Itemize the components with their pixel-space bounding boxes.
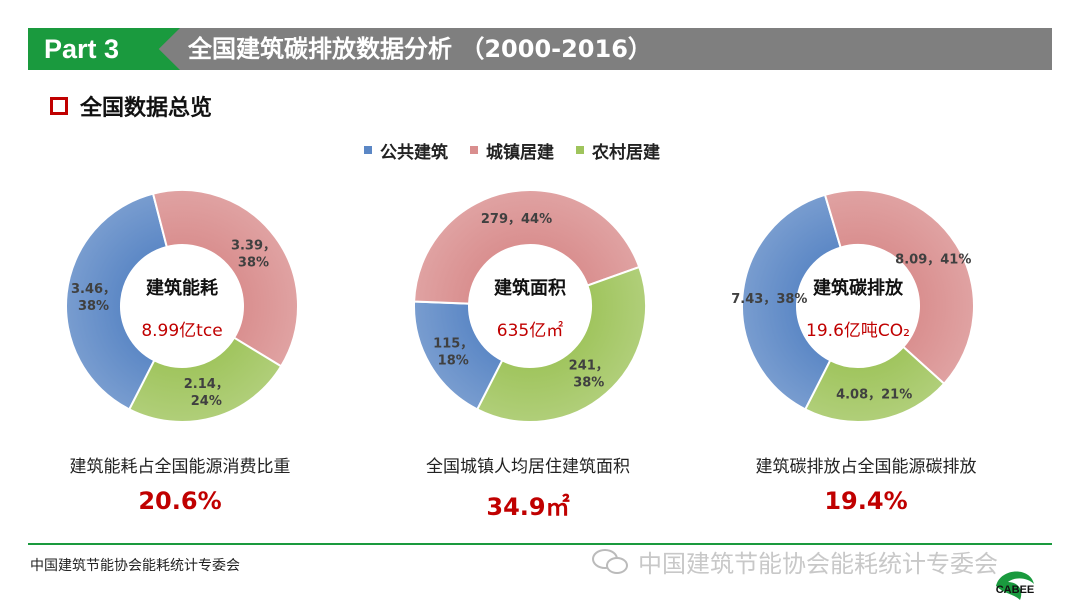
donut-area-svg: 115， 18% 279，44% 241， 38% 建筑面积 635亿㎡	[413, 189, 647, 423]
chart-legend: 公共建筑 城镇居建 农村居建	[364, 138, 660, 163]
slice-label-urban: 279，44%	[481, 212, 552, 227]
square-bullet-icon	[50, 97, 68, 115]
donut-energy-svg: 3.46， 38% 3.39， 38% 2.14， 24% 建筑能耗 8.99亿tce	[65, 189, 299, 423]
donut-center-value: 19.6亿吨CO₂	[806, 321, 910, 341]
slice-label-urban: 8.09，41%	[895, 253, 971, 268]
stat-energy-label: 建筑能耗占全国能源消费比重	[69, 457, 291, 477]
footer-organization: 中国建筑节能协会能耗统计专委会	[30, 558, 240, 574]
wechat-icon	[592, 547, 632, 577]
slice-label-public: 3.46， 38%	[71, 282, 116, 314]
slice-rural	[803, 345, 946, 423]
page-title: 全国建筑碳排放数据分析 （2000-2016）	[188, 35, 652, 63]
legend-label-rural: 农村居建	[592, 142, 660, 163]
donut-area: 115， 18% 279，44% 241， 38% 建筑面积 635亿㎡	[400, 176, 660, 436]
slice-urban	[823, 189, 975, 386]
stat-area-label: 全国城镇人均居住建筑面积	[426, 457, 630, 477]
donut-center-title: 建筑能耗	[146, 277, 218, 299]
slice-public	[741, 193, 842, 411]
donut-energy: 3.46， 38% 3.39， 38% 2.14， 24% 建筑能耗 8.99亿tce	[52, 176, 312, 436]
slice-label-rural: 241， 38%	[569, 358, 609, 390]
donut-center-value: 635亿㎡	[497, 321, 563, 341]
banner-part-tab	[28, 28, 180, 70]
slice-urban	[413, 189, 641, 305]
section-title: 全国数据总览	[80, 95, 213, 121]
part-label: Part 3	[44, 34, 120, 64]
banner-background	[28, 28, 1052, 70]
donut-center-title: 建筑面积	[494, 277, 566, 299]
slice-label-rural: 4.08，21%	[836, 388, 912, 403]
stat-carbon-value: 19.4%	[824, 487, 908, 515]
slice-urban	[151, 189, 299, 368]
cabee-logo: CABEE	[996, 571, 1035, 600]
donut-carbon: 7.43，38% 8.09，41% 4.08，21% 建筑碳排放 19.6亿吨CO₂	[728, 176, 988, 436]
stat-energy-value: 20.6%	[138, 487, 222, 515]
legend-label-urban: 城镇居建	[486, 142, 554, 163]
section-heading: 全国数据总览	[50, 92, 213, 121]
slice-label-urban: 3.39， 38%	[231, 238, 276, 270]
stat-carbon-label: 建筑碳排放占全国能源碳排放	[755, 457, 977, 477]
cabee-logo-text: CABEE	[996, 584, 1035, 596]
legend-swatch-rural	[576, 146, 584, 154]
header-banner: Part 3 全国建筑碳排放数据分析 （2000-2016）	[28, 28, 1052, 70]
donut-center-title: 建筑碳排放	[813, 277, 904, 299]
legend-label-public: 公共建筑	[380, 142, 448, 163]
donut-center-value: 8.99亿tce	[141, 321, 222, 341]
legend-item-urban: 城镇居建	[470, 138, 554, 163]
stat-area-value: 34.9㎡	[486, 493, 570, 521]
slice-label-public: 7.43，38%	[731, 292, 807, 307]
stat-carbon: 建筑碳排放占全国能源碳排放 19.4%	[706, 452, 1026, 515]
slice-rural	[127, 336, 283, 423]
stat-energy: 建筑能耗占全国能源消费比重 20.6%	[20, 452, 340, 515]
legend-swatch-public	[364, 146, 372, 154]
slice-public	[65, 192, 168, 411]
wechat-watermark: 中国建筑节能协会能耗统计专委会	[592, 544, 998, 579]
legend-item-rural: 农村居建	[576, 138, 660, 163]
legend-swatch-urban	[470, 146, 478, 154]
slice-rural	[475, 265, 647, 423]
watermark-text: 中国建筑节能协会能耗统计专委会	[638, 550, 998, 578]
donut-carbon-svg: 7.43，38% 8.09，41% 4.08，21% 建筑碳排放 19.6亿吨CO₂	[731, 189, 975, 423]
slice-label-public: 115， 18%	[433, 337, 473, 369]
legend-item-public: 公共建筑	[364, 138, 448, 163]
stat-area: 全国城镇人均居住建筑面积 34.9㎡	[368, 452, 688, 522]
slice-label-rural: 2.14， 24%	[184, 377, 229, 409]
footer-divider	[28, 543, 1052, 545]
